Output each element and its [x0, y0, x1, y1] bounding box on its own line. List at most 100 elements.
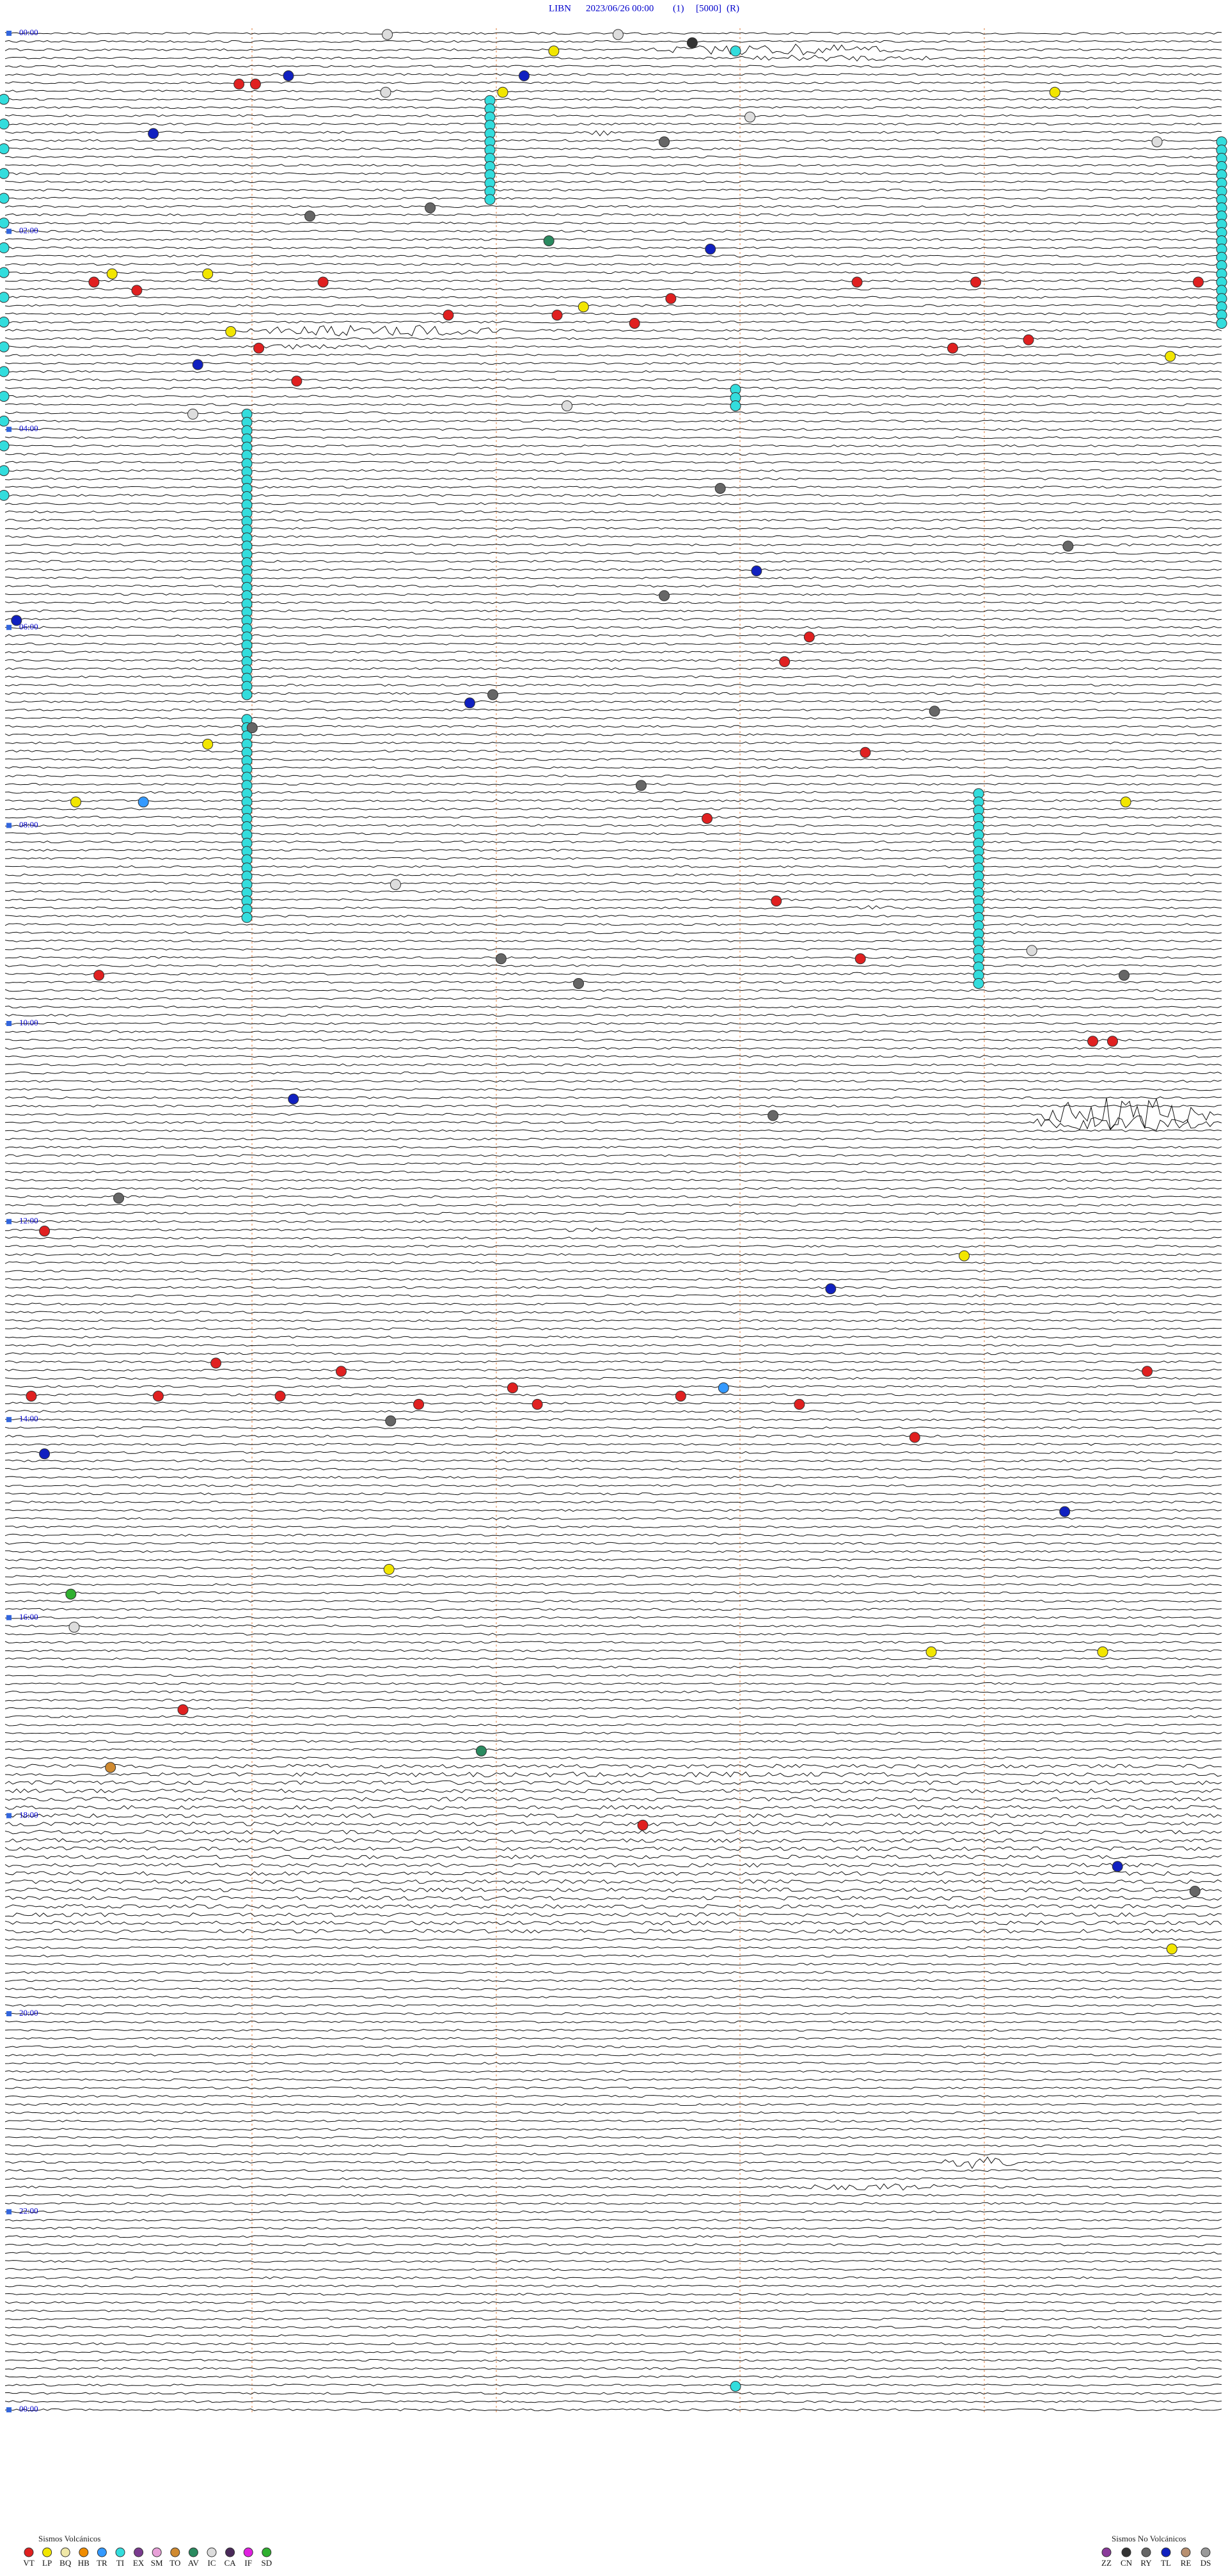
trace — [4, 2342, 1222, 2346]
trace — [4, 560, 1222, 563]
trace — [4, 1311, 1222, 1314]
label-tick — [6, 2011, 12, 2016]
trace — [4, 1104, 1222, 1108]
event-marker — [1049, 86, 1060, 98]
trace — [4, 502, 1222, 505]
trace — [4, 2202, 1222, 2205]
trace — [4, 1608, 1222, 1611]
trace — [4, 81, 1222, 84]
trace — [4, 1098, 1222, 1130]
event-marker — [767, 1110, 779, 1121]
legend-swatch — [42, 2547, 52, 2557]
trace — [4, 2037, 1222, 2040]
trace — [4, 2227, 1222, 2230]
trace — [4, 1220, 1222, 1223]
trace — [4, 205, 1222, 209]
event-marker — [659, 590, 670, 601]
trace — [4, 1055, 1222, 1058]
trace — [4, 1286, 1222, 1289]
header: LIBN 2023/06/26 00:00 (1) [5000] (R) — [549, 3, 739, 13]
event-marker — [317, 276, 329, 288]
trace — [4, 1971, 1222, 1974]
trace — [4, 931, 1222, 935]
trace — [4, 651, 1222, 654]
datetime: 2023/06/26 00:00 — [586, 3, 654, 13]
trace — [4, 1591, 1222, 1595]
trace — [4, 905, 1222, 910]
event-marker — [413, 1398, 425, 1410]
trace — [4, 2053, 1222, 2057]
event-marker — [425, 202, 436, 214]
event-marker — [551, 310, 563, 321]
trace — [4, 1063, 1222, 1066]
trace — [4, 1006, 1222, 1009]
trace — [4, 2144, 1222, 2147]
trace — [4, 1542, 1222, 1545]
legend-swatch — [1161, 2547, 1171, 2557]
trace — [4, 1829, 1222, 1835]
trace — [4, 1887, 1222, 1893]
trace — [4, 782, 1222, 786]
legend-swatch — [170, 2547, 180, 2557]
trace — [4, 2218, 1222, 2222]
event-marker — [246, 722, 258, 734]
trace — [4, 1203, 1222, 1206]
trace — [4, 1748, 1222, 1751]
trace — [4, 386, 1222, 390]
legend-swatch — [1181, 2547, 1191, 2557]
trace — [4, 1385, 1222, 1388]
trace — [4, 436, 1222, 439]
trace — [4, 601, 1222, 604]
legend-label: BQ — [59, 2558, 72, 2568]
scale: [5000] — [696, 3, 721, 13]
trace — [4, 1154, 1222, 1157]
trace — [4, 65, 1222, 68]
trace — [4, 411, 1222, 415]
trace — [4, 1080, 1222, 1083]
trace — [4, 634, 1222, 637]
trace — [4, 1459, 1222, 1462]
trace — [4, 1508, 1222, 1512]
legend-label: DS — [1200, 2558, 1211, 2568]
event-marker — [1097, 1646, 1108, 1657]
trace — [4, 2193, 1222, 2197]
event-marker — [0, 415, 10, 427]
legend-swatch — [24, 2547, 34, 2557]
event-marker — [225, 326, 237, 337]
trace — [4, 2183, 1222, 2191]
trace — [4, 1269, 1222, 1273]
event-marker — [1165, 351, 1176, 362]
event-marker — [385, 1415, 397, 1426]
event-marker — [854, 953, 866, 965]
trace — [4, 1336, 1222, 1339]
trace — [4, 2326, 1222, 2329]
legend-label: TO — [169, 2558, 180, 2568]
trace — [4, 1789, 1222, 1794]
trace — [4, 1821, 1222, 1826]
trace — [4, 766, 1222, 770]
trace — [4, 1393, 1222, 1396]
trace — [4, 535, 1222, 539]
trace — [4, 147, 1222, 150]
event-marker — [39, 1448, 51, 1460]
trace — [4, 832, 1222, 835]
legend-label: SM — [151, 2558, 163, 2568]
trace — [4, 395, 1222, 398]
event-marker — [383, 1563, 395, 1575]
trace — [4, 1996, 1222, 1999]
legend-title: Sismos No Volcánicos — [1112, 2534, 1186, 2543]
event-marker — [730, 400, 741, 411]
trace — [4, 1690, 1222, 1694]
trace — [4, 40, 1222, 43]
trace — [4, 1599, 1222, 1603]
label-tick — [6, 31, 12, 36]
component: (1) — [673, 3, 684, 13]
event-marker — [947, 342, 959, 354]
legend-swatch — [60, 2547, 70, 2557]
event-marker — [0, 317, 10, 328]
trace — [4, 1673, 1222, 1677]
event-marker — [573, 978, 585, 989]
trace — [4, 1938, 1222, 1941]
trace — [4, 304, 1222, 307]
trace — [4, 2094, 1222, 2098]
